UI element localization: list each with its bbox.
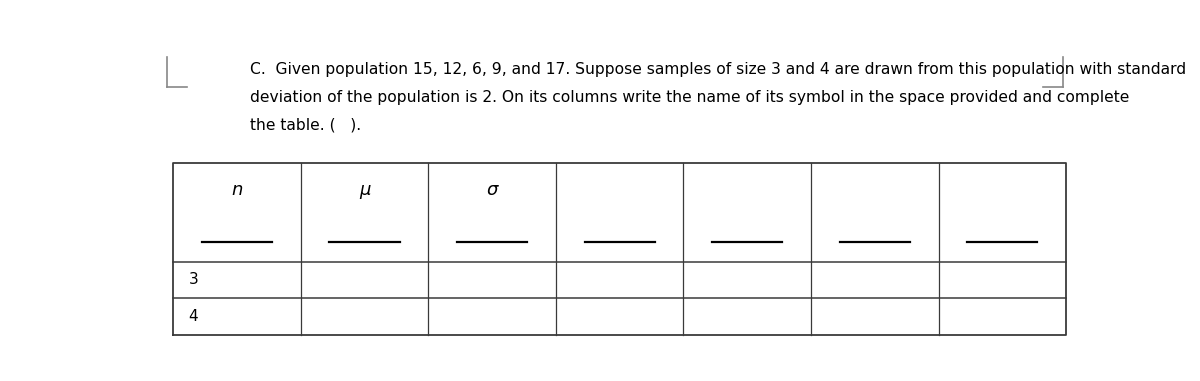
Text: 3: 3 — [188, 272, 198, 288]
Text: deviation of the population is 2. On its columns write the name of its symbol in: deviation of the population is 2. On its… — [251, 90, 1130, 105]
Text: n: n — [232, 181, 242, 199]
Text: σ: σ — [486, 181, 498, 199]
Text: μ: μ — [359, 181, 371, 199]
Text: C.  Given population 15, 12, 6, 9, and 17. Suppose samples of size 3 and 4 are d: C. Given population 15, 12, 6, 9, and 17… — [251, 62, 1187, 77]
Text: the table. (   ).: the table. ( ). — [251, 118, 361, 133]
Text: 4: 4 — [188, 309, 198, 324]
